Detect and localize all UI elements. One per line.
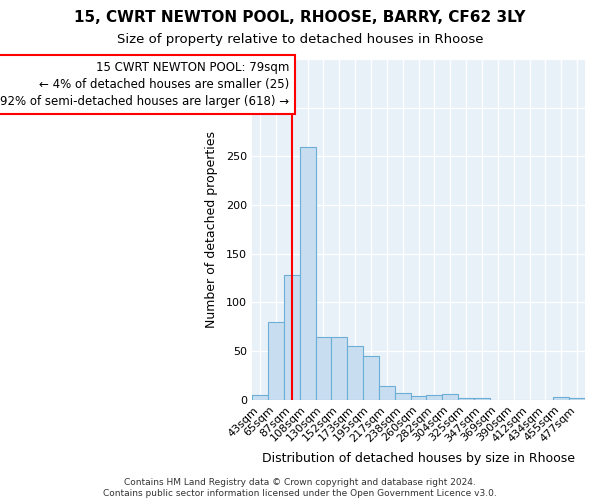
Bar	[331, 336, 347, 400]
Bar	[347, 346, 363, 400]
Y-axis label: Number of detached properties: Number of detached properties	[205, 131, 218, 328]
Text: 15, CWRT NEWTON POOL, RHOOSE, BARRY, CF62 3LY: 15, CWRT NEWTON POOL, RHOOSE, BARRY, CF6…	[74, 10, 526, 25]
Bar	[268, 322, 284, 400]
X-axis label: Distribution of detached houses by size in Rhoose: Distribution of detached houses by size …	[262, 452, 575, 465]
Bar	[410, 396, 427, 400]
Bar	[474, 398, 490, 400]
Bar	[442, 394, 458, 400]
Bar	[553, 397, 569, 400]
Bar	[284, 275, 299, 400]
Bar	[316, 336, 331, 400]
Bar	[458, 398, 474, 400]
Bar	[379, 386, 395, 400]
Text: Size of property relative to detached houses in Rhoose: Size of property relative to detached ho…	[117, 32, 483, 46]
Bar	[252, 395, 268, 400]
Bar	[299, 146, 316, 400]
Text: 15 CWRT NEWTON POOL: 79sqm
← 4% of detached houses are smaller (25)
92% of semi-: 15 CWRT NEWTON POOL: 79sqm ← 4% of detac…	[0, 61, 289, 108]
Bar	[427, 395, 442, 400]
Bar	[569, 398, 585, 400]
Bar	[395, 393, 410, 400]
Text: Contains HM Land Registry data © Crown copyright and database right 2024.
Contai: Contains HM Land Registry data © Crown c…	[103, 478, 497, 498]
Bar	[363, 356, 379, 400]
